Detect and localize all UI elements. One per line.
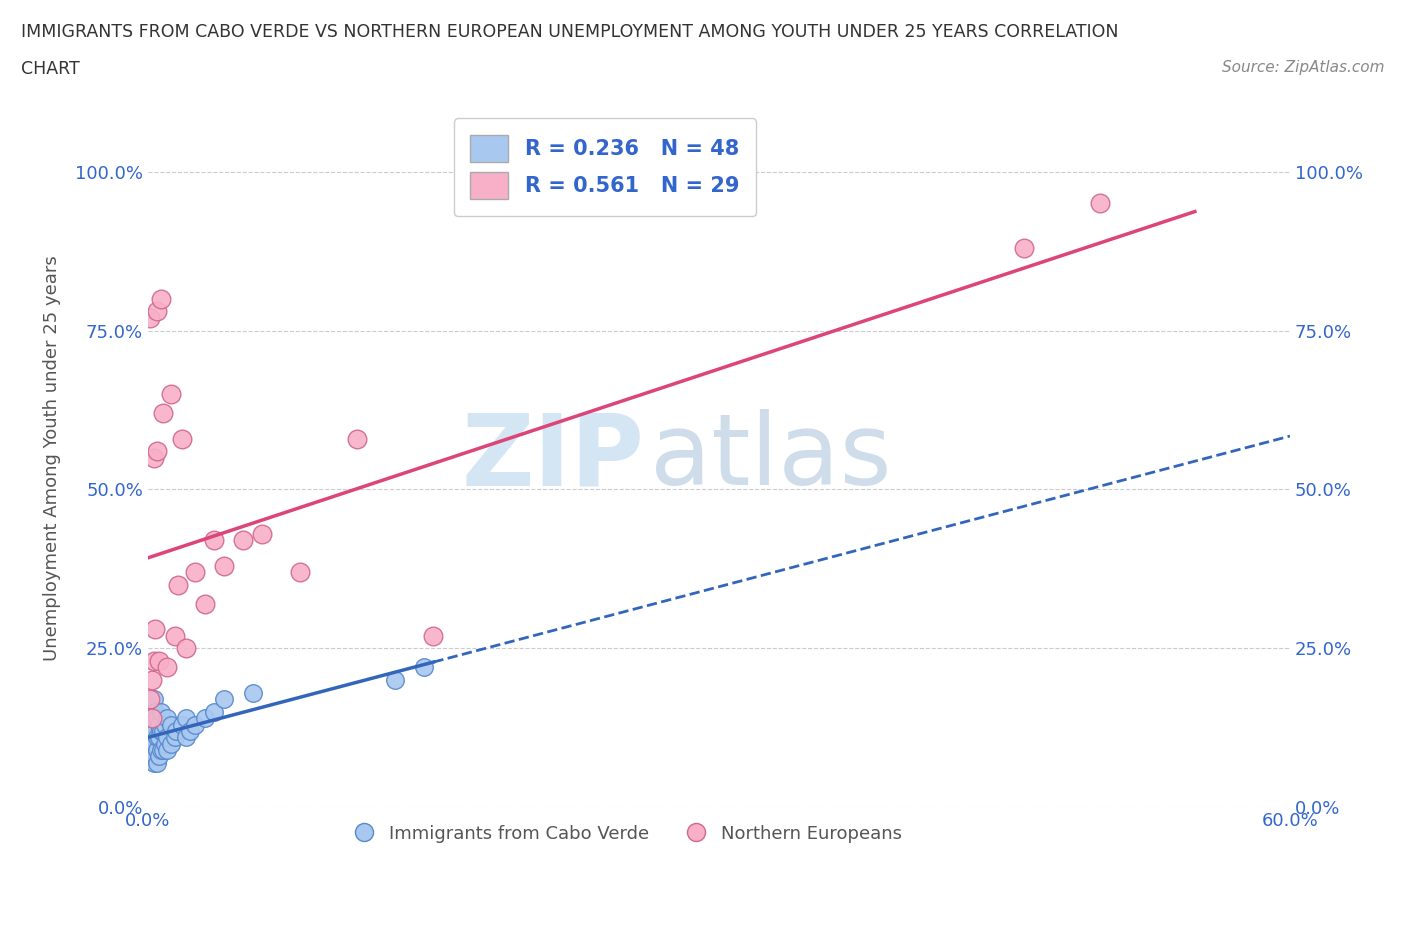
Point [146, 743, 169, 758]
Text: CHART: CHART [21, 60, 80, 78]
Legend: Immigrants from Cabo Verde, Northern Europeans: Immigrants from Cabo Verde, Northern Eur… [339, 811, 917, 857]
Point [141, 672, 163, 687]
Text: ZIP: ZIP [461, 409, 645, 506]
Point [172, 432, 194, 446]
Point [232, 533, 254, 548]
Point [212, 692, 235, 707]
Point [184, 565, 207, 579]
Point [145, 705, 167, 720]
Point [139, 724, 162, 738]
Point [148, 749, 170, 764]
Point [142, 692, 165, 707]
Point [153, 717, 176, 732]
Point [148, 654, 170, 669]
Point [142, 755, 165, 770]
Point [139, 711, 162, 725]
Point [346, 432, 368, 446]
Point [194, 711, 217, 725]
Point [141, 717, 163, 732]
Point [159, 387, 181, 402]
Point [142, 743, 165, 758]
Point [204, 533, 226, 548]
Point [174, 711, 197, 725]
Point [141, 737, 163, 751]
Point [384, 672, 406, 687]
Point [142, 711, 165, 725]
Point [141, 749, 163, 764]
Point [184, 717, 207, 732]
Point [148, 730, 170, 745]
Point [146, 444, 169, 458]
Point [163, 629, 186, 644]
Point [142, 730, 165, 745]
Point [163, 730, 186, 745]
Point [145, 724, 167, 738]
Point [145, 622, 167, 637]
Point [172, 717, 194, 732]
Point [156, 660, 179, 675]
Point [139, 737, 162, 751]
Text: Source: ZipAtlas.com: Source: ZipAtlas.com [1222, 60, 1385, 75]
Point [153, 737, 176, 751]
Point [179, 724, 201, 738]
Point [1012, 241, 1035, 256]
Point [250, 526, 273, 541]
Point [167, 578, 190, 592]
Point [1088, 196, 1111, 211]
Point [159, 717, 181, 732]
Point [152, 743, 174, 758]
Point [150, 291, 173, 306]
Point [152, 724, 174, 738]
Point [194, 596, 217, 611]
Point [146, 304, 169, 319]
Point [288, 565, 311, 579]
Point [174, 641, 197, 656]
Y-axis label: Unemployment Among Youth under 25 years: Unemployment Among Youth under 25 years [44, 255, 60, 660]
Text: atlas: atlas [651, 409, 891, 506]
Point [174, 730, 197, 745]
Point [152, 405, 174, 420]
Point [165, 724, 187, 738]
Point [145, 737, 167, 751]
Point [141, 698, 163, 713]
Point [156, 711, 179, 725]
Text: IMMIGRANTS FROM CABO VERDE VS NORTHERN EUROPEAN UNEMPLOYMENT AMONG YOUTH UNDER 2: IMMIGRANTS FROM CABO VERDE VS NORTHERN E… [21, 23, 1119, 41]
Point [142, 450, 165, 465]
Point [412, 660, 434, 675]
Point [150, 743, 173, 758]
Point [145, 749, 167, 764]
Point [148, 717, 170, 732]
Point [150, 705, 173, 720]
Point [422, 629, 444, 644]
Point [141, 711, 163, 725]
Point [204, 705, 226, 720]
Point [212, 558, 235, 573]
Point [156, 730, 179, 745]
Point [159, 737, 181, 751]
Point [142, 654, 165, 669]
Point [156, 743, 179, 758]
Point [146, 711, 169, 725]
Point [242, 685, 264, 700]
Point [139, 692, 162, 707]
Point [150, 724, 173, 738]
Point [139, 311, 162, 325]
Point [146, 755, 169, 770]
Point [146, 730, 169, 745]
